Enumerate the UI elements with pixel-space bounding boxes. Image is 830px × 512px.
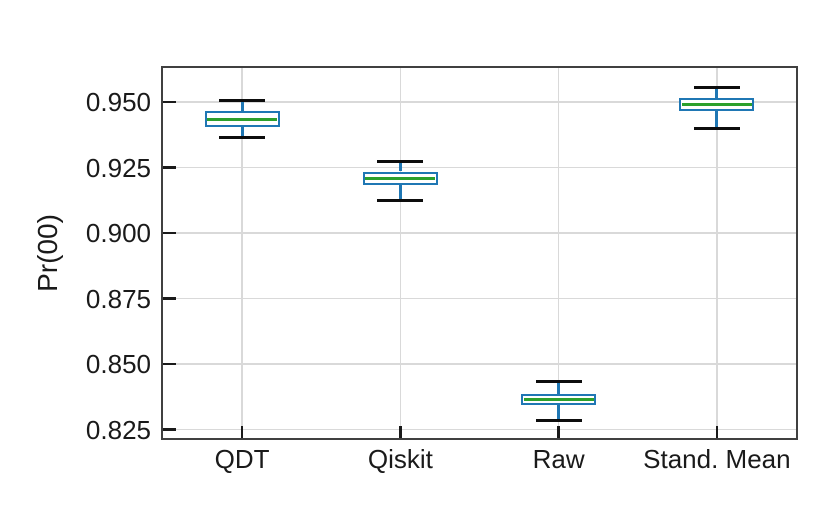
y-tick-mark	[163, 362, 176, 366]
y-tick-mark	[163, 231, 176, 235]
y-gridline	[163, 297, 796, 300]
x-tick-mark	[399, 426, 402, 438]
y-tick-label: 0.850	[85, 349, 151, 380]
x-category-label-qiskit: Qiskit	[367, 444, 433, 474]
median-raw	[523, 397, 594, 401]
y-gridline	[163, 363, 796, 365]
whisker-upper-raw	[557, 381, 561, 395]
plot-area	[161, 66, 798, 440]
y-gridline	[163, 101, 796, 103]
y-tick-label: 0.900	[85, 218, 151, 249]
x-gridline	[399, 68, 402, 438]
y-gridline	[163, 428, 796, 431]
x-category-label-raw: Raw	[532, 444, 585, 474]
y-tick-mark	[163, 297, 176, 300]
median-qdt	[207, 117, 278, 121]
x-category-label-qdt: QDT	[214, 444, 270, 474]
whisker-upper-qdt	[240, 100, 244, 112]
y-tick-label: 0.950	[85, 87, 151, 118]
y-tick-label: 0.925	[85, 152, 151, 183]
cap-upper-stand-mean	[693, 86, 740, 90]
median-qiskit	[365, 176, 436, 180]
cap-lower-raw	[535, 418, 582, 422]
whisker-lower-stand-mean	[715, 111, 719, 129]
y-tick-label: 0.825	[85, 414, 151, 445]
x-category-label-stand-mean: Stand. Mean	[643, 444, 791, 474]
y-axis-label: Pr(00)	[32, 214, 63, 292]
y-tick-label: 0.875	[85, 283, 151, 314]
cap-lower-stand-mean	[693, 126, 740, 130]
x-tick-mark	[240, 426, 244, 438]
cap-upper-qdt	[219, 99, 266, 103]
median-stand-mean	[681, 103, 752, 107]
y-tick-mark	[163, 100, 176, 104]
y-gridline	[163, 166, 796, 169]
cap-lower-qiskit	[377, 198, 424, 202]
cap-upper-raw	[535, 379, 582, 383]
whisker-lower-qdt	[240, 126, 244, 138]
cap-upper-qiskit	[377, 159, 424, 163]
y-gridline	[163, 232, 796, 234]
whisker-lower-raw	[557, 404, 561, 421]
whisker-lower-qiskit	[398, 184, 402, 201]
y-tick-mark	[163, 428, 176, 431]
whisker-upper-stand-mean	[715, 87, 719, 99]
y-tick-mark	[163, 166, 176, 169]
x-gridline	[557, 68, 560, 438]
x-gridline	[716, 68, 718, 438]
x-tick-mark	[557, 426, 560, 438]
whisker-upper-qiskit	[398, 161, 402, 172]
cap-lower-qdt	[219, 135, 266, 139]
x-tick-mark	[715, 426, 719, 438]
x-gridline	[241, 68, 243, 438]
